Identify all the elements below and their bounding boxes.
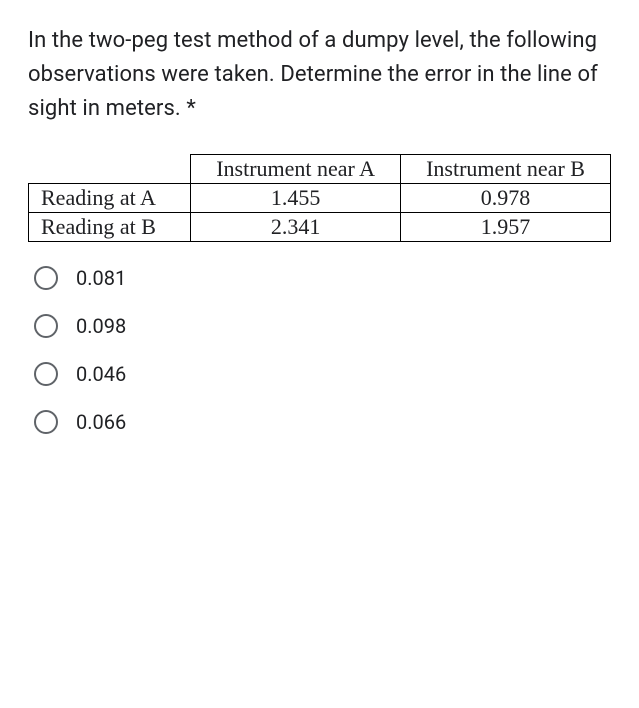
table-header-col2: Instrument near B (401, 155, 611, 184)
options-group: 0.081 0.098 0.046 0.066 (28, 266, 611, 434)
radio-icon (34, 266, 58, 290)
question-body: In the two-peg test method of a dumpy le… (28, 28, 598, 121)
question-text: In the two-peg test method of a dumpy le… (28, 24, 611, 126)
radio-icon (34, 362, 58, 386)
table-header-empty (29, 155, 191, 184)
table-cell: 0.978 (401, 184, 611, 213)
table-row: Reading at A 1.455 0.978 (29, 184, 611, 213)
table-header-row: Instrument near A Instrument near B (29, 155, 611, 184)
option-0[interactable]: 0.081 (34, 266, 611, 290)
table-cell: 1.957 (401, 213, 611, 242)
required-asterisk: * (186, 96, 196, 121)
data-table: Instrument near A Instrument near B Read… (28, 154, 611, 242)
table-row-label: Reading at A (29, 184, 191, 213)
option-label: 0.098 (76, 314, 126, 338)
table-cell: 1.455 (191, 184, 401, 213)
option-2[interactable]: 0.046 (34, 362, 611, 386)
option-1[interactable]: 0.098 (34, 314, 611, 338)
table-cell: 2.341 (191, 213, 401, 242)
radio-icon (34, 410, 58, 434)
table-row: Reading at B 2.341 1.957 (29, 213, 611, 242)
option-3[interactable]: 0.066 (34, 410, 611, 434)
option-label: 0.046 (76, 362, 126, 386)
option-label: 0.066 (76, 410, 126, 434)
table-row-label: Reading at B (29, 213, 191, 242)
radio-icon (34, 314, 58, 338)
table-header-col1: Instrument near A (191, 155, 401, 184)
option-label: 0.081 (76, 266, 126, 290)
